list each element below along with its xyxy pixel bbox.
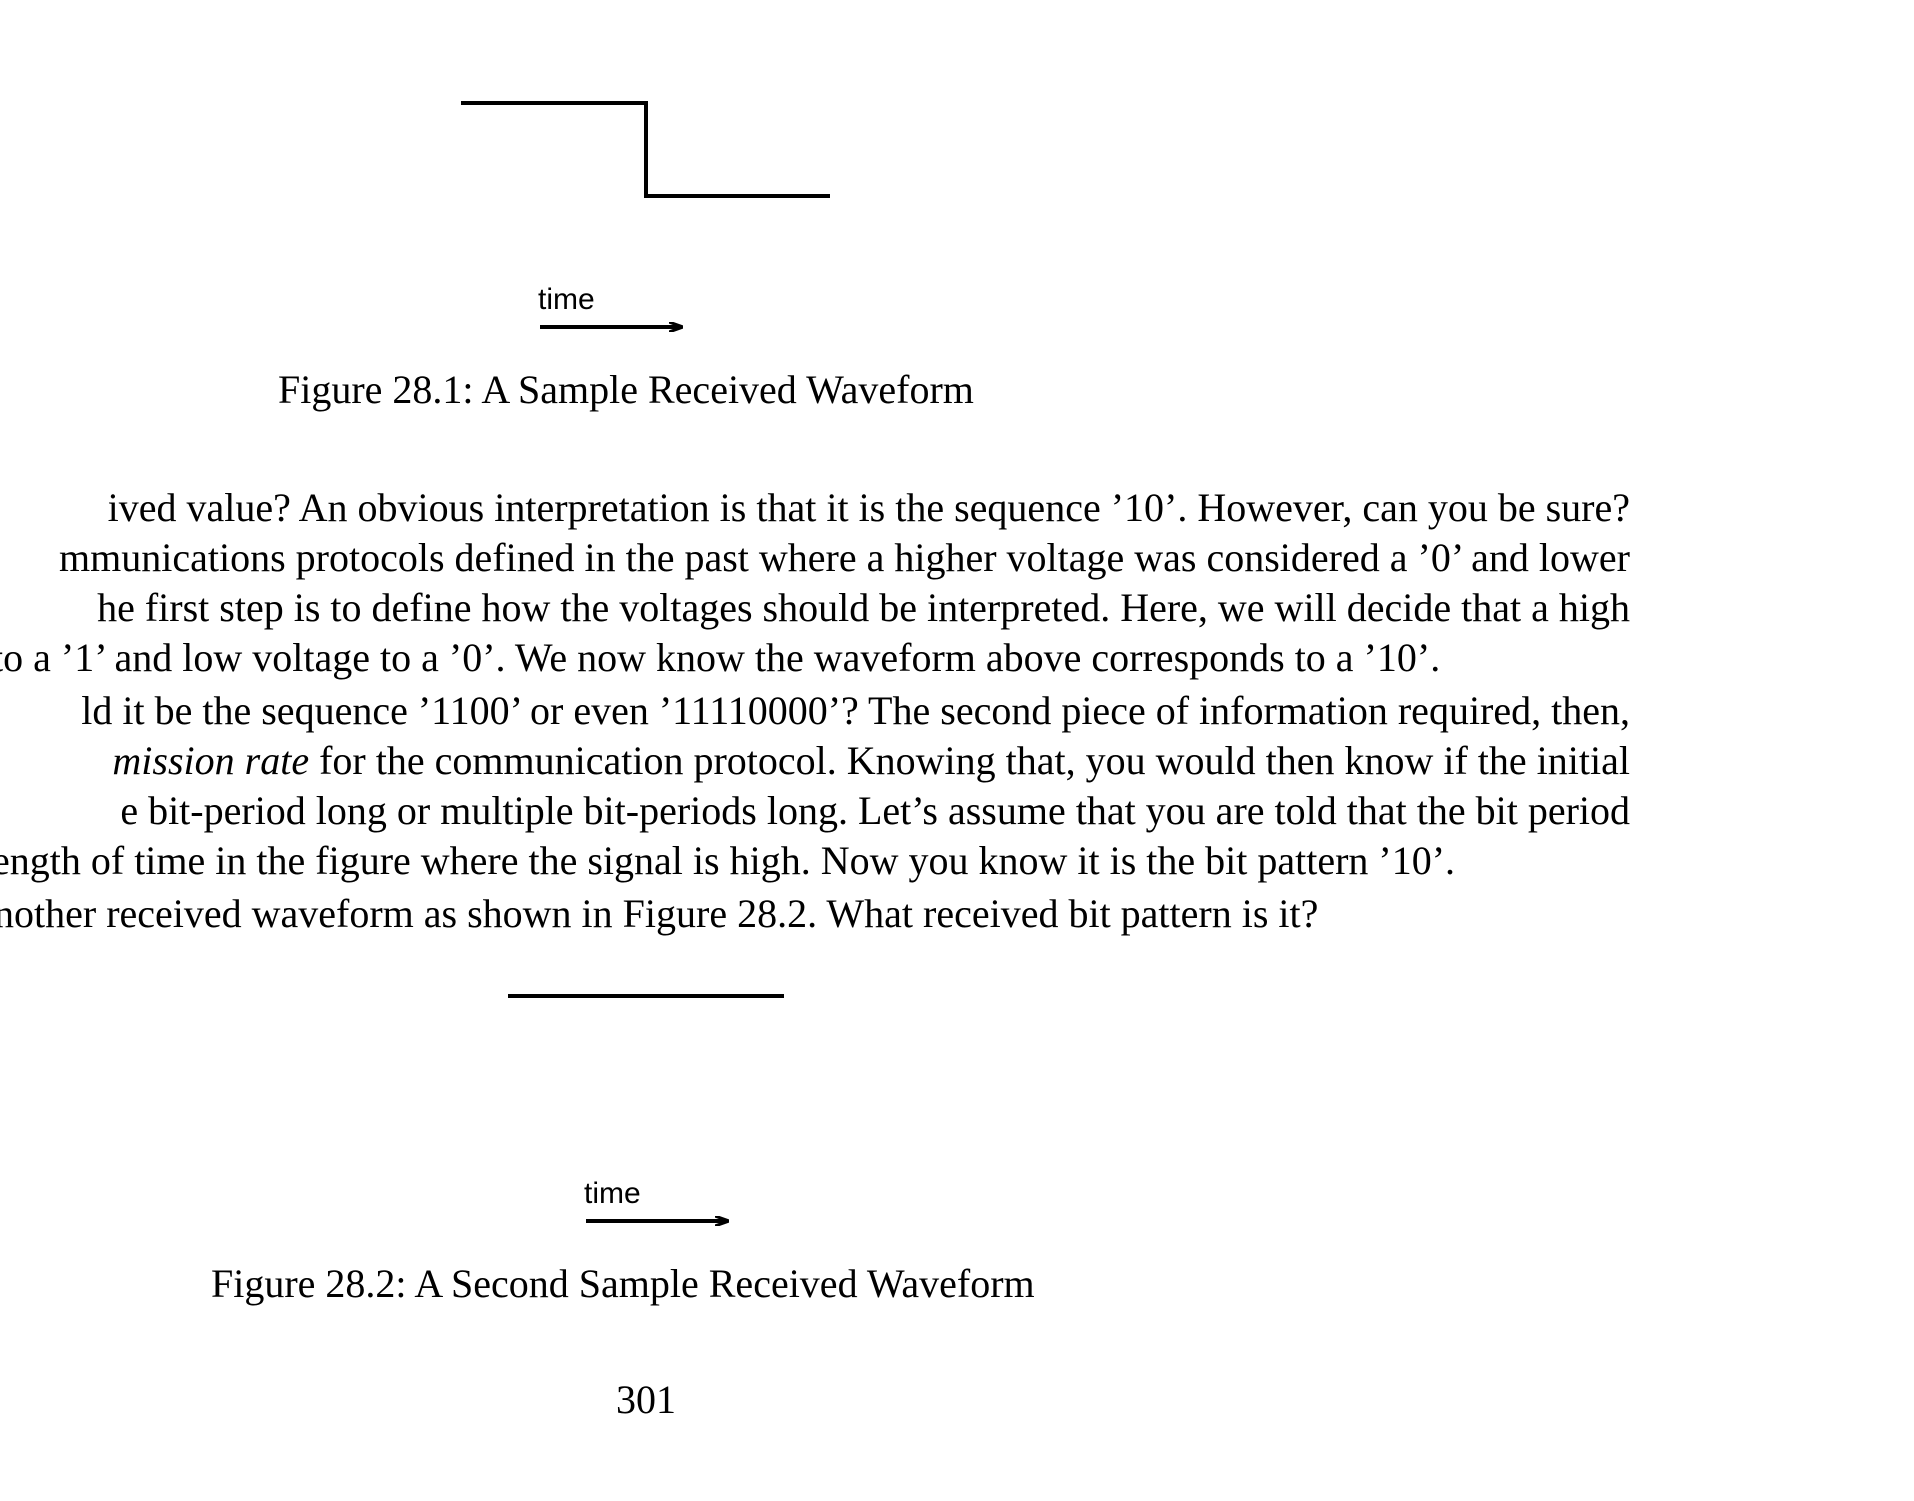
text-line: ived value? An obvious interpretation is… [107, 485, 1630, 530]
text-line: e bit-period long or multiple bit-period… [120, 788, 1630, 833]
figure-caption-2: Figure 28.2: A Second Sample Received Wa… [211, 1261, 1035, 1306]
time-axis-label-2: time [584, 1177, 641, 1210]
figure-caption-1: Figure 28.1: A Sample Received Waveform [278, 367, 974, 412]
text-line: to a ’1’ and low voltage to a ’0’. We no… [0, 635, 1441, 680]
text-line: ld it be the sequence ’1100’ or even ’11… [81, 688, 1630, 733]
text-line-content: mission rate for the communication proto… [112, 738, 1630, 783]
waveform-1-signal [461, 101, 830, 198]
text-line: ength of time in the figure where the si… [0, 838, 1456, 883]
text-line: mission rate for the communication proto… [0, 736, 1630, 786]
text-line: nother received waveform as shown in Fig… [0, 891, 1319, 936]
text-line: he first step is to define how the volta… [97, 585, 1630, 630]
time-axis-label-1: time [538, 283, 595, 316]
text-line: mmunications protocols defined in the pa… [59, 535, 1630, 580]
body-paragraph: ived value? An obvious interpretation is… [0, 483, 1630, 939]
italic-term: mission rate [112, 738, 310, 783]
page-number: 301 [616, 1377, 676, 1422]
